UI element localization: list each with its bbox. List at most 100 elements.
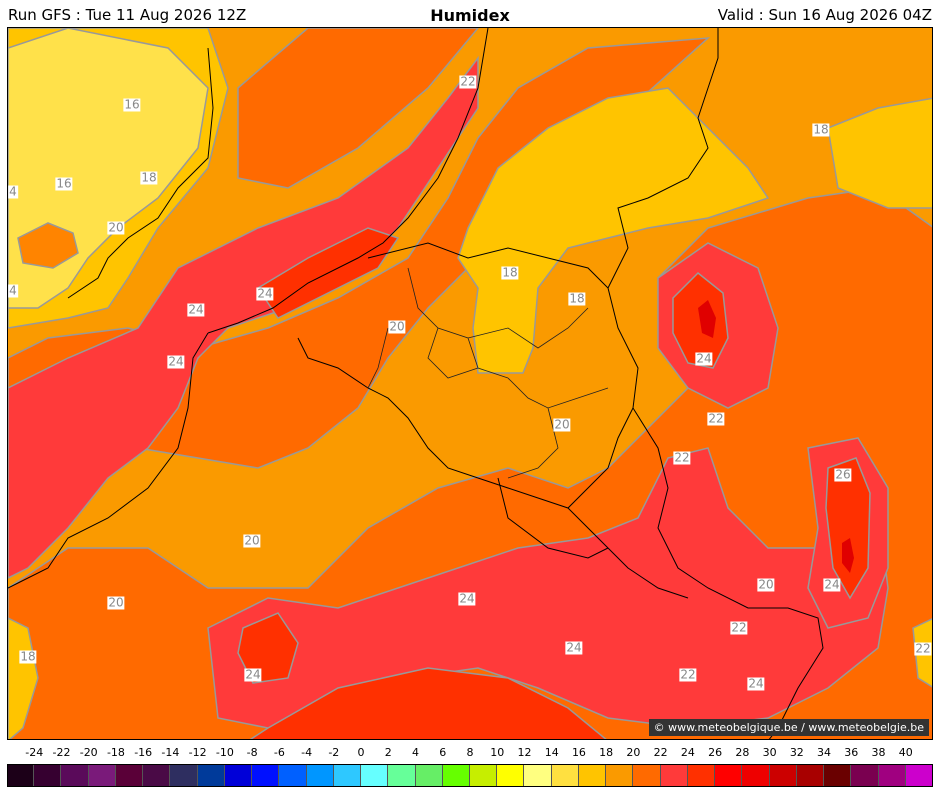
legend-swatch xyxy=(878,764,906,787)
legend-tick-label: 10 xyxy=(490,746,505,759)
legend-tick-label: 6 xyxy=(439,746,447,759)
contour-label: 16 xyxy=(55,176,73,191)
contour-label: 22 xyxy=(914,641,932,656)
legend-swatch xyxy=(742,764,770,787)
legend-swatch xyxy=(442,764,470,787)
contour-label: 20 xyxy=(388,319,406,334)
legend-swatch xyxy=(61,764,89,787)
zone-26-southeast xyxy=(825,457,871,600)
zone-28-east xyxy=(698,300,716,338)
color-scale-legend: -24 -22 -20 -18 -16 -14 -12 -10 -8 -6 -4 -2 0 2 4 6 8 10 1… xyxy=(7,742,933,794)
contour-label: 24 xyxy=(823,577,841,592)
legend-swatch xyxy=(905,764,933,787)
contour-label: 24 xyxy=(565,640,583,655)
legend-swatch xyxy=(715,764,743,787)
legend-tick-label: 36 xyxy=(844,746,859,759)
legend-swatch xyxy=(824,764,852,787)
legend-tick-label: 40 xyxy=(898,746,913,759)
netherlands-border xyxy=(607,28,719,289)
legend-tick-label: 28 xyxy=(735,746,750,759)
legend-swatch xyxy=(115,764,144,787)
legend-swatch xyxy=(197,764,225,787)
legend-tick-label: 26 xyxy=(708,746,723,759)
map-field xyxy=(8,28,932,739)
borders xyxy=(8,28,824,739)
legend-swatch xyxy=(497,764,525,787)
zone-18-southwest xyxy=(8,617,39,739)
contour-label: 18 xyxy=(812,122,830,137)
zone-26-south xyxy=(249,667,607,739)
contour-label: 24 xyxy=(167,354,185,369)
legend-swatch xyxy=(633,764,661,787)
legend-tick-label: -8 xyxy=(246,746,258,759)
contour-label: 22 xyxy=(459,74,477,89)
contour-label: 24 xyxy=(458,591,476,606)
map-title: Humidex xyxy=(430,6,510,25)
legend-tick-label: -4 xyxy=(301,746,313,759)
contour-label: 20 xyxy=(553,417,571,432)
legend-tick-label: 12 xyxy=(517,746,532,759)
contour-label: 20 xyxy=(243,533,261,548)
legend-swatch xyxy=(170,764,198,787)
zone-18-northeast xyxy=(827,97,932,209)
legend-swatch xyxy=(524,764,552,787)
contour-label: 20 xyxy=(757,577,775,592)
legend-tick-label: 24 xyxy=(680,746,695,759)
legend-swatch xyxy=(7,764,35,787)
legend-swatch xyxy=(224,764,253,787)
legend-swatch xyxy=(143,764,171,787)
valid-time: Valid : Sun 16 Aug 2026 04Z xyxy=(717,6,932,24)
legend-tick-label: 8 xyxy=(466,746,474,759)
coastline-english-west xyxy=(67,47,214,299)
contour-label: 18 xyxy=(568,291,586,306)
legend-tick-label: -12 xyxy=(188,746,207,759)
legend-tick-label: 20 xyxy=(626,746,641,759)
contour-label: 18 xyxy=(501,265,519,280)
contour-label: 26 xyxy=(834,467,852,482)
legend-swatch xyxy=(34,764,62,787)
legend-swatch xyxy=(796,764,825,787)
coastline-england xyxy=(207,28,489,334)
legend-tick-label: -18 xyxy=(106,746,125,759)
belgium-border xyxy=(297,242,639,509)
contour-label: 4 xyxy=(8,283,18,298)
legend-tick-label: -16 xyxy=(134,746,153,759)
legend-tick-label: 2 xyxy=(384,746,392,759)
legend-swatch xyxy=(769,764,797,787)
legend-swatch xyxy=(578,764,607,787)
run-info: Run GFS : Tue 11 Aug 2026 12Z xyxy=(8,6,247,24)
contour-label: 22 xyxy=(673,450,691,465)
contour-label: 4 xyxy=(8,184,18,199)
zone-28-southeast xyxy=(842,538,854,573)
contour-label: 20 xyxy=(107,220,125,235)
legend-swatch xyxy=(551,764,579,787)
legend-swatch xyxy=(606,764,634,787)
legend-swatch xyxy=(252,764,280,787)
credit-badge[interactable]: © www.meteobelgique.be / www.meteobelgie… xyxy=(648,719,929,736)
legend-tick-label: 32 xyxy=(789,746,804,759)
legend-tick-label: 4 xyxy=(412,746,420,759)
humidex-map: 22 16 18 16 18 4 20 18 4 24 18 24 20 24 24 22 20 22 26 20 20… xyxy=(7,27,933,740)
contour-label: 24 xyxy=(187,302,205,317)
contour-label: 24 xyxy=(256,286,274,301)
legend-tick-label: 14 xyxy=(544,746,559,759)
legend-tick-label: -14 xyxy=(161,746,180,759)
legend-tick-label: -20 xyxy=(79,746,98,759)
region-lines xyxy=(367,267,609,479)
legend-tick-label: 30 xyxy=(762,746,777,759)
legend-swatch xyxy=(88,764,116,787)
contour-label: 24 xyxy=(244,667,262,682)
zone-26-south-small xyxy=(237,612,299,684)
legend-tick-label: 0 xyxy=(357,746,365,759)
germany-border xyxy=(632,407,824,739)
zone-22-north xyxy=(237,28,479,189)
france-internal-border xyxy=(497,477,609,559)
legend-swatch xyxy=(415,764,443,787)
legend-tick-label: -6 xyxy=(273,746,285,759)
contour-label: 22 xyxy=(707,411,725,426)
legend-swatch xyxy=(279,764,307,787)
contour-label: 24 xyxy=(695,351,713,366)
legend-swatch xyxy=(660,764,688,787)
contour-label: 22 xyxy=(730,620,748,635)
legend-swatch xyxy=(361,764,389,787)
